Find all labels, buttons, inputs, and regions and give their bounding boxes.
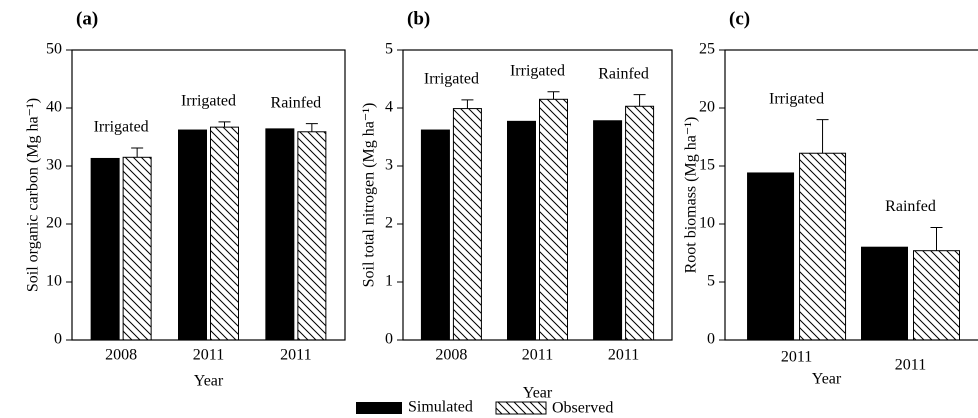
- y-tick-label: 0: [54, 331, 62, 348]
- panel-title: (b): [407, 8, 430, 29]
- annotation: Rainfed: [598, 65, 649, 82]
- x-tick-label: 2011: [895, 357, 926, 374]
- y-tick-label: 1: [385, 273, 393, 290]
- x-tick-label: 2008: [105, 347, 137, 364]
- x-tick-label: 2011: [781, 349, 812, 366]
- panel-title: (a): [76, 8, 98, 29]
- bar: [265, 128, 295, 341]
- error-bar: [131, 147, 144, 158]
- bar: [593, 120, 623, 341]
- bar: [507, 120, 536, 341]
- y-tick-label: 2: [385, 215, 393, 232]
- error-bar: [633, 94, 646, 107]
- legend-swatch: [495, 401, 547, 415]
- y-tick-label: 0: [385, 331, 393, 348]
- error-bar: [305, 123, 318, 132]
- error-bar: [930, 226, 943, 251]
- y-tick-label: 10: [699, 215, 715, 232]
- bar: [913, 250, 960, 341]
- plot-frame: [724, 49, 978, 341]
- panel-title: (c): [729, 8, 750, 29]
- bar: [861, 246, 908, 341]
- x-tick-label: 2011: [608, 347, 639, 364]
- bar: [178, 129, 207, 341]
- bar: [747, 172, 795, 341]
- plot-frame: [71, 49, 346, 341]
- y-tick-label: 3: [385, 157, 393, 174]
- x-tick-label: 2008: [435, 347, 467, 364]
- legend-label: Observed: [552, 400, 613, 417]
- bar: [210, 126, 239, 341]
- legend-label: Simulated: [408, 399, 473, 416]
- x-axis-label: Year: [194, 373, 224, 390]
- x-axis-label: Year: [812, 371, 842, 388]
- y-tick-label: 10: [46, 273, 62, 290]
- annotation: Irrigated: [424, 71, 479, 88]
- annotation: Irrigated: [510, 62, 565, 79]
- error-bar: [547, 91, 560, 100]
- bar: [539, 98, 568, 341]
- y-tick-label: 50: [46, 41, 62, 58]
- annotation: Rainfed: [885, 198, 936, 215]
- y-tick-label: 20: [46, 215, 62, 232]
- annotation: Irrigated: [94, 119, 149, 136]
- annotation: Irrigated: [181, 93, 236, 110]
- bar: [122, 156, 152, 341]
- y-tick-label: 25: [699, 41, 715, 58]
- bar: [90, 157, 120, 341]
- error-bar: [461, 99, 474, 109]
- legend-swatch: [356, 402, 402, 414]
- y-axis-label: Root biomass (Mg ha⁻¹): [683, 117, 700, 274]
- y-tick-label: 30: [46, 157, 62, 174]
- x-tick-label: 2011: [280, 347, 311, 364]
- bar: [799, 152, 847, 341]
- y-tick-label: 15: [699, 157, 715, 174]
- bar: [297, 131, 327, 341]
- annotation: Rainfed: [271, 94, 322, 111]
- x-tick-label: 2011: [522, 347, 553, 364]
- y-tick-label: 4: [385, 99, 393, 116]
- annotation: Irrigated: [769, 90, 824, 107]
- y-tick-label: 5: [707, 273, 715, 290]
- bar: [420, 129, 450, 341]
- error-bar: [816, 119, 829, 154]
- y-axis-label: Soil total nitrogen (Mg ha⁻¹): [361, 103, 378, 288]
- x-tick-label: 2011: [193, 347, 224, 364]
- x-axis-label: Year: [523, 385, 553, 402]
- error-bar: [218, 121, 231, 128]
- bar: [452, 108, 482, 341]
- y-tick-label: 20: [699, 99, 715, 116]
- y-axis-label: Soil organic carbon (Mg ha⁻¹): [25, 98, 42, 292]
- y-tick-label: 5: [385, 41, 393, 58]
- y-tick-label: 0: [707, 331, 715, 348]
- bar: [625, 105, 655, 341]
- y-tick-label: 40: [46, 99, 62, 116]
- plot-frame: [402, 49, 673, 341]
